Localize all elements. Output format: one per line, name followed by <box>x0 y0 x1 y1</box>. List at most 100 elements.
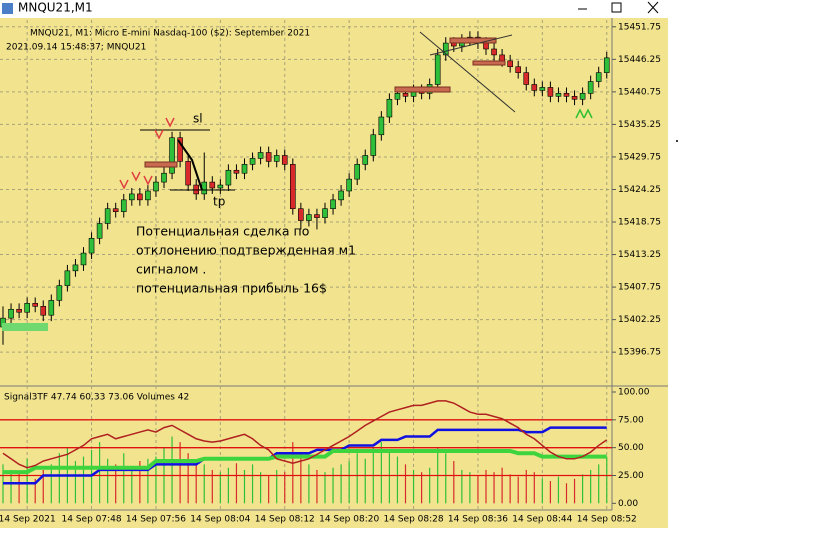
chart-marks <box>0 20 616 510</box>
candle-body <box>40 306 47 316</box>
candle-body <box>129 193 135 201</box>
candle-body <box>72 264 79 272</box>
zone-box <box>394 86 451 93</box>
trend-lines <box>419 31 516 113</box>
maximize-button[interactable] <box>611 2 622 13</box>
candle-body <box>96 223 103 239</box>
candle-body <box>48 300 55 316</box>
chart-background <box>0 18 668 528</box>
annotation: Потенциальная сделка по <box>136 224 309 239</box>
candle-body <box>370 134 377 156</box>
candle-body <box>104 208 111 224</box>
candle-body <box>16 308 22 313</box>
candle-body <box>507 60 513 68</box>
candle-body <box>169 137 175 174</box>
candle-body <box>571 96 578 100</box>
candle-body <box>531 84 538 91</box>
candle-body <box>185 161 191 186</box>
y-tick-label: 15396.75 <box>618 348 661 358</box>
candle-body <box>354 164 361 180</box>
candle-body <box>539 87 546 91</box>
sl-label: sl <box>193 112 203 126</box>
y-tick-label: 15440.75 <box>618 87 661 97</box>
indicator-line <box>3 426 607 485</box>
zone-box <box>2 323 48 331</box>
window-title: MNQU21,M1 <box>18 1 93 15</box>
candle-body <box>499 54 505 62</box>
y-tick-label: 15418.75 <box>618 218 661 228</box>
candle-body <box>80 252 87 266</box>
candle-body <box>338 190 344 201</box>
candle-body <box>579 93 586 100</box>
y-tick-label: 15402.25 <box>618 315 661 325</box>
x-tick-label: 14 Sep 2021 <box>0 515 56 525</box>
trade-path <box>177 139 203 191</box>
candle-body <box>386 98 393 118</box>
candle-body <box>241 164 248 174</box>
dot <box>676 140 678 142</box>
annotation: сигналом . <box>136 262 206 277</box>
x-tick-label: 14 Sep 07:48 <box>62 515 122 525</box>
tp-label: tp <box>213 195 225 209</box>
x-tick-label: 14 Sep 08:12 <box>255 515 315 525</box>
close-button[interactable] <box>647 1 659 14</box>
candle-body <box>161 172 167 183</box>
candle-body <box>217 184 224 189</box>
candle-body <box>225 169 232 186</box>
candle-body <box>177 137 183 162</box>
y-tick-label: 15429.75 <box>618 152 661 162</box>
annotation: потенциальная прибыль 16$ <box>136 281 327 296</box>
x-tick-label: 14 Sep 08:20 <box>319 515 379 525</box>
zone-box <box>144 161 178 168</box>
candle-body <box>257 152 264 159</box>
x-tick-label: 14 Sep 08:36 <box>448 515 508 525</box>
candle-body <box>193 184 199 195</box>
y-tick-label: 0.00 <box>618 499 638 509</box>
y-tick-label: 25.00 <box>618 471 644 481</box>
candle-body <box>153 181 159 192</box>
window-icon <box>2 3 13 14</box>
candle-body <box>394 93 401 100</box>
candle-body <box>137 193 143 201</box>
candle-body <box>483 42 489 50</box>
candle-body <box>64 270 71 286</box>
candle-body <box>306 214 312 221</box>
y-tick-label: 15451.75 <box>618 22 661 32</box>
candle-body <box>32 303 39 307</box>
candle-body <box>289 164 296 210</box>
candle-body <box>330 199 336 210</box>
x-tick-label: 14 Sep 08:44 <box>512 515 572 525</box>
candle-body <box>56 285 63 301</box>
candle-body <box>273 155 280 162</box>
candle-body <box>88 237 95 254</box>
candle-body <box>595 72 602 82</box>
candle-body <box>523 72 530 85</box>
x-tick-label: 14 Sep 08:04 <box>190 515 250 525</box>
x-tick-label: 14 Sep 07:56 <box>126 515 186 525</box>
zone-box <box>472 60 506 66</box>
candle-body <box>120 199 127 212</box>
chart-subtitle: 2021.09.14 15:48:37; MNQU21 <box>6 43 146 53</box>
candle-body <box>362 155 369 165</box>
candle-body <box>491 48 497 56</box>
candle-body <box>112 208 119 212</box>
candle-body <box>24 303 30 313</box>
candle-body <box>209 181 216 189</box>
candle-body <box>346 178 352 192</box>
candle-body <box>515 66 522 73</box>
candle-body <box>442 42 449 56</box>
x-tick-label: 14 Sep 08:28 <box>384 515 444 525</box>
candle-body <box>603 57 610 73</box>
candle-body <box>378 116 385 136</box>
candle-body <box>314 214 320 218</box>
chart-header: MNQU21, M1: Micro E-mini Nasdaq-100 ($2)… <box>30 29 310 39</box>
y-tick-label: 15407.75 <box>618 283 661 293</box>
candle-body <box>298 208 304 221</box>
candle-body <box>434 54 441 85</box>
title-bar <box>0 0 668 18</box>
candle-body <box>563 93 570 97</box>
y-tick-label: 50.00 <box>618 443 644 453</box>
candle-body <box>322 208 328 218</box>
candle-body <box>201 181 208 195</box>
